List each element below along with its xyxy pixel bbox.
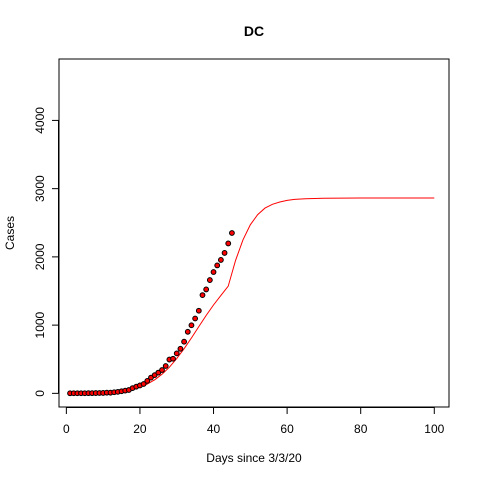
- data-point: [203, 286, 210, 293]
- x-tick-label: 40: [207, 422, 221, 436]
- fit-line-path: [69, 197, 435, 394]
- data-point: [170, 355, 176, 362]
- observed-points: [67, 230, 235, 397]
- x-tick-label: 20: [133, 422, 147, 436]
- data-point: [229, 230, 235, 236]
- data-point: [199, 292, 206, 298]
- data-point: [140, 381, 147, 387]
- x-tick-label: 0: [63, 422, 70, 436]
- y-tick-label: 2000: [33, 243, 47, 270]
- fitted-curve: [69, 197, 435, 394]
- data-point: [214, 262, 221, 269]
- data-point: [221, 250, 228, 256]
- data-point: [217, 257, 224, 263]
- y-tick-label: 0: [33, 390, 47, 397]
- data-point: [184, 328, 191, 335]
- x-tick-label: 80: [354, 422, 368, 436]
- data-point: [195, 307, 202, 314]
- data-point: [188, 322, 195, 329]
- plot-frame: [58, 58, 450, 408]
- data-point: [181, 338, 187, 345]
- data-point: [206, 277, 213, 283]
- data-point: [162, 363, 169, 369]
- data-point: [210, 269, 217, 275]
- data-point: [173, 350, 180, 357]
- y-axis-label: Cases: [3, 216, 17, 250]
- x-tick-label: 60: [280, 422, 294, 436]
- x-tick-label: 100: [424, 422, 444, 436]
- chart-title: DC: [244, 23, 264, 39]
- x-axis: 0 20 40 60 80 100: [63, 407, 445, 436]
- y-tick-label: 3000: [33, 175, 47, 202]
- y-axis: 0 1000 2000 3000 4000: [33, 107, 59, 397]
- y-tick-label: 1000: [33, 311, 47, 338]
- data-point: [144, 377, 151, 384]
- x-axis-label: Days since 3/3/20: [206, 451, 302, 465]
- data-point: [177, 345, 184, 352]
- data-point: [159, 367, 165, 373]
- y-tick-label: 4000: [33, 107, 47, 134]
- data-point: [192, 315, 199, 322]
- data-point: [225, 240, 232, 247]
